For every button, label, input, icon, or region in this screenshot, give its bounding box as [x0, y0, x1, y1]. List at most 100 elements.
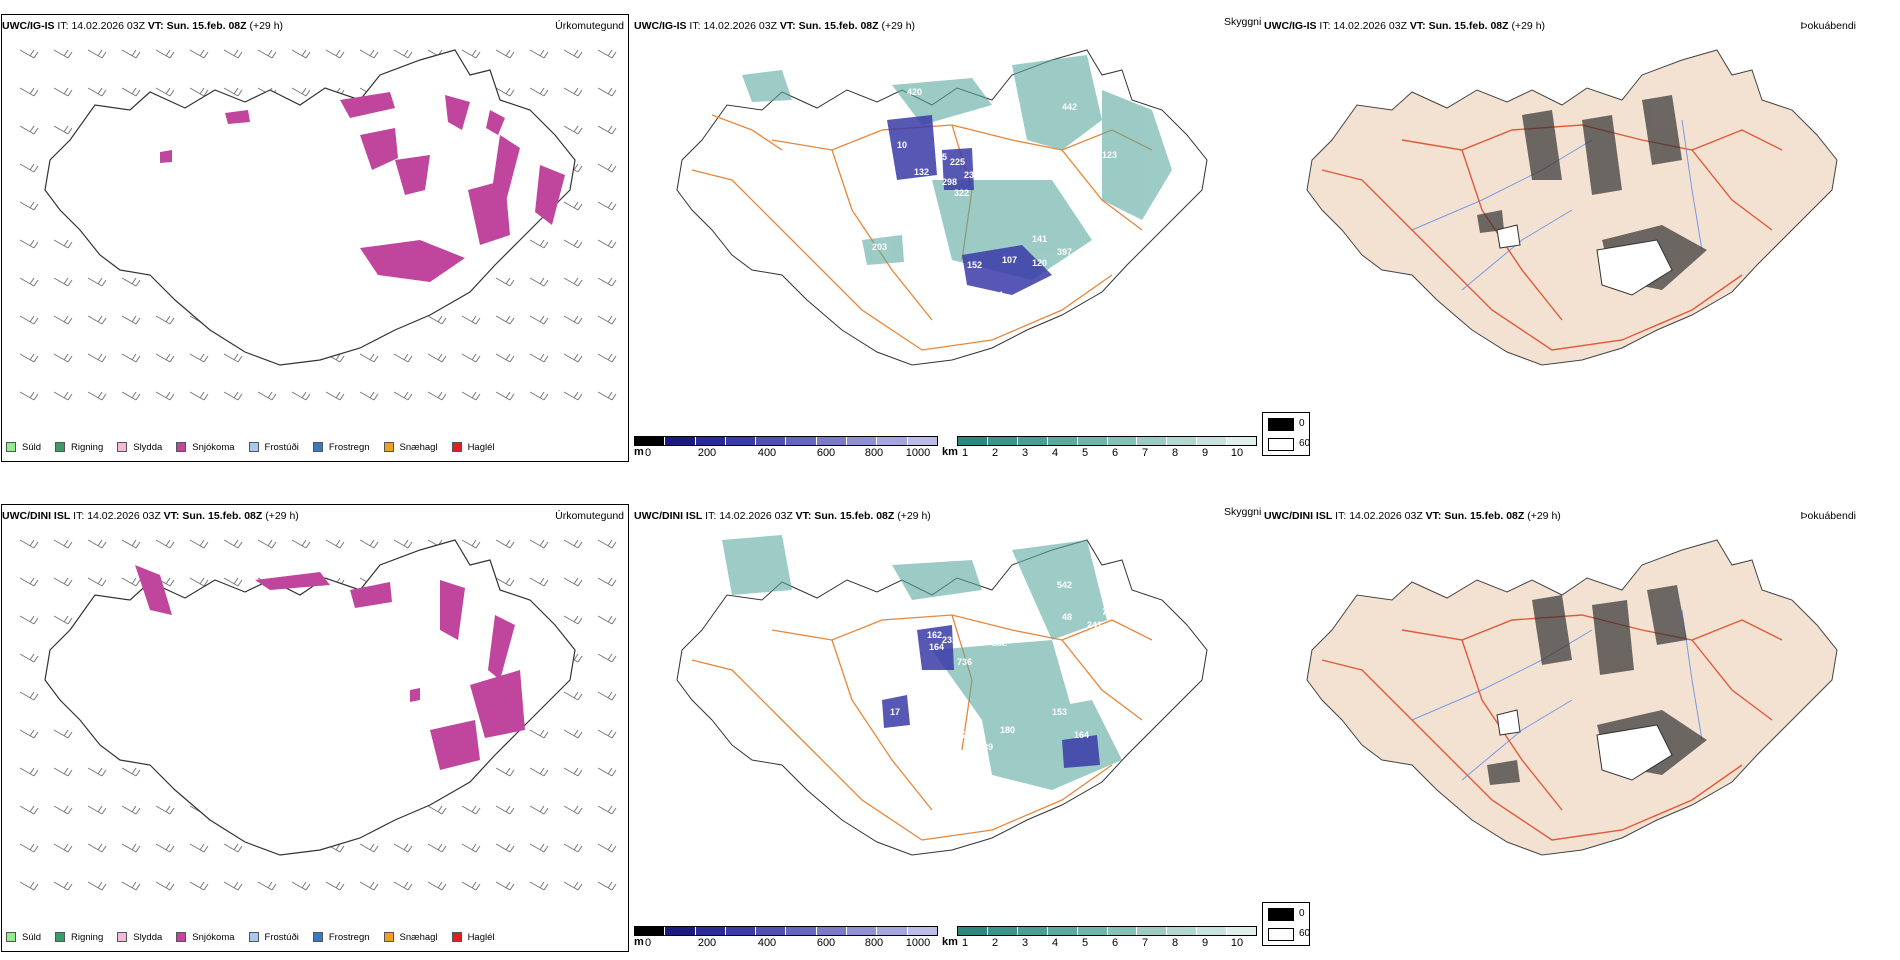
wind-barb	[19, 163, 39, 173]
wind-barb	[461, 49, 481, 59]
colorbar-segment	[1017, 927, 1048, 935]
colorbar-tick: 0	[644, 447, 652, 459]
wind-barb	[53, 615, 73, 625]
visibility-colorbar	[957, 926, 1257, 936]
wind-barb	[257, 391, 277, 401]
legend-swatch	[176, 442, 187, 452]
wind-barb	[597, 729, 617, 739]
legend-item-hail: Haglél	[451, 932, 495, 943]
vt-label: VT:	[163, 510, 180, 522]
wind-barb	[495, 277, 515, 287]
wind-barb	[19, 615, 39, 625]
colorbar-segment	[816, 437, 848, 445]
wind-barb	[597, 391, 617, 401]
wind-barb	[597, 539, 617, 549]
colorbar-segment	[725, 437, 757, 445]
legend-item-hail: Haglél	[451, 442, 495, 453]
wind-barb	[563, 615, 583, 625]
wind-barb	[121, 881, 141, 891]
colorbar-segment	[1077, 927, 1108, 935]
wind-barb	[563, 843, 583, 853]
wind-barb	[529, 239, 549, 249]
wind-barb	[563, 391, 583, 401]
legend-item-freezing-drizzle: Frostúði	[248, 932, 299, 943]
colorbar-segment	[635, 437, 666, 445]
ceiling-label: 17	[890, 707, 900, 717]
model-name: UWC/DINI ISL	[1264, 510, 1333, 522]
wind-barb	[563, 87, 583, 97]
colorbar-segment	[665, 927, 696, 935]
fog-map	[1306, 49, 1838, 366]
precip-legend: Súld Rigning Slydda Snjókoma Frostúði Fr…	[6, 438, 509, 456]
wind-barb	[529, 843, 549, 853]
wind-barb	[563, 881, 583, 891]
it-label: IT:	[1319, 20, 1331, 32]
wind-barb	[257, 49, 277, 59]
wind-barb	[87, 539, 107, 549]
wind-barb	[19, 539, 39, 549]
colorbar-segment	[1107, 437, 1138, 445]
wind-barb	[53, 49, 73, 59]
colorbar-tick: 7	[1141, 447, 1149, 459]
precip-type-panel: UWC/DINI ISL IT: 14.02.2026 03Z VT: Sun.…	[0, 490, 630, 960]
panel-header: UWC/IG-IS IT: 14.02.2026 03Z VT: Sun. 15…	[2, 20, 283, 32]
ceiling-label: 225	[950, 157, 965, 167]
iceland-outline	[44, 49, 576, 366]
colorbar-segment	[635, 927, 666, 935]
ceiling-labels: 542 769 48 241 162 231 270 164 282 736 1…	[890, 580, 1154, 752]
wind-barb	[563, 315, 583, 325]
wind-barb	[427, 315, 447, 325]
colorbar-segment	[1047, 927, 1078, 935]
colorbar-segment	[907, 927, 937, 935]
model-name: UWC/DINI ISL	[2, 510, 71, 522]
wind-barb	[223, 539, 243, 549]
panel-title: Þokuábendi	[1800, 20, 1856, 32]
legend-item-drizzle: Súld	[6, 932, 41, 943]
colorbar-tick: 600	[816, 447, 836, 459]
ceiling-label: 48	[1062, 612, 1072, 622]
legend-swatch	[55, 442, 66, 452]
ceiling-label: 10	[897, 140, 907, 150]
wind-barb	[19, 201, 39, 211]
ceiling-label: 25	[937, 152, 947, 162]
legend-item-freezing-rain: Frostregn	[312, 442, 370, 453]
wind-barb	[53, 729, 73, 739]
visibility-areas	[722, 535, 1122, 790]
colorbar-tick: 4	[1051, 447, 1059, 459]
panel-title: Skyggni	[1224, 506, 1262, 518]
wind-barb	[223, 843, 243, 853]
ceiling-label: 164	[1074, 730, 1089, 740]
wind-barb	[121, 843, 141, 853]
wind-barb	[87, 843, 107, 853]
panel-header: UWC/DINI ISL IT: 14.02.2026 03Z VT: Sun.…	[2, 510, 299, 522]
ceiling-label: 334	[1139, 719, 1154, 729]
wind-barb	[19, 315, 39, 325]
colorbar-tick: 3	[1021, 447, 1029, 459]
wind-barb	[427, 881, 447, 891]
visibility-map: 542 769 48 241 162 231 270 164 282 736 1…	[676, 535, 1208, 856]
wind-barb	[461, 539, 481, 549]
it-label: IT:	[689, 20, 701, 32]
snow-areas	[135, 565, 525, 770]
model-name: UWC/IG-IS	[1264, 20, 1317, 32]
wind-barb	[19, 353, 39, 363]
wind-barb	[427, 843, 447, 853]
wind-barb	[393, 881, 413, 891]
it-value: 14.02.2026 03Z	[719, 510, 793, 522]
wind-barb	[359, 353, 379, 363]
lead-time: (+29 h)	[249, 20, 284, 32]
wind-barb	[597, 767, 617, 777]
vt-label: VT:	[1409, 20, 1426, 32]
wind-barb	[359, 391, 379, 401]
wind-barb	[563, 201, 583, 211]
row-ig-is: UWC/IG-IS IT: 14.02.2026 03Z VT: Sun. 15…	[0, 0, 1900, 470]
cloud-base-colorbar	[634, 926, 938, 936]
panel-header: UWC/IG-IS IT: 14.02.2026 03Z VT: Sun. 15…	[1264, 20, 1545, 32]
wind-barb	[529, 391, 549, 401]
wind-barb	[495, 87, 515, 97]
fog-legend-label: 0	[1299, 908, 1305, 919]
wind-barb	[155, 843, 175, 853]
panel-title: Þokuábendi	[1800, 510, 1856, 522]
panel-header: UWC/DINI ISL IT: 14.02.2026 03Z VT: Sun.…	[634, 510, 931, 522]
wind-barb	[495, 539, 515, 549]
